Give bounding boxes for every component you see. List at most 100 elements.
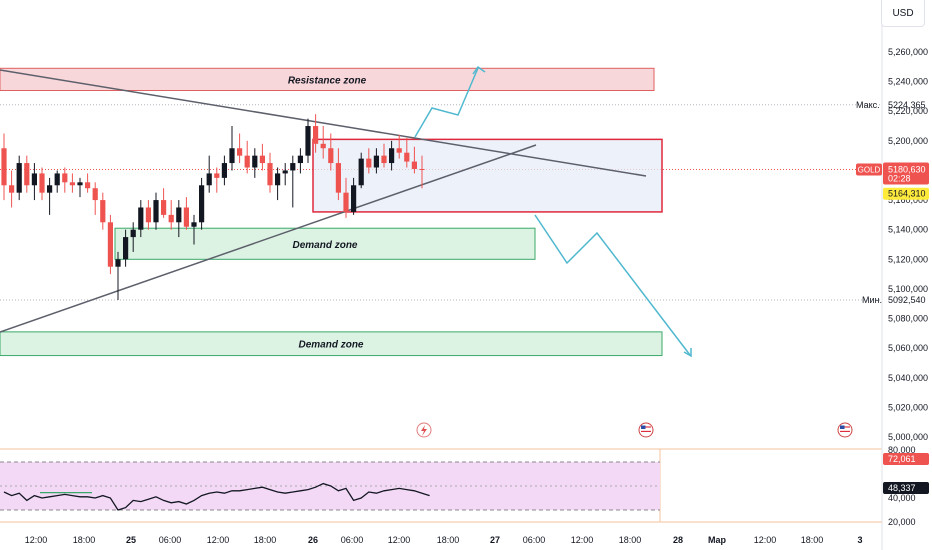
price-markers: Макс. 5224,365 Мин. 5092,540 GOLD 5180,63002:…	[856, 100, 929, 495]
candle-body	[24, 163, 30, 186]
price-tick-label: 5,200,000	[888, 136, 928, 146]
currency-button[interactable]: USD	[881, 0, 925, 27]
candle-body	[396, 148, 402, 153]
candle-body	[214, 173, 220, 178]
candle-body	[259, 155, 265, 164]
demand-zone	[114, 227, 536, 260]
candle-body	[335, 163, 341, 193]
candle-body	[77, 182, 83, 186]
level-value: 5164,310	[888, 189, 926, 199]
time-tick-label: 12:00	[25, 535, 48, 545]
candle-body	[115, 259, 121, 267]
candle-body	[191, 222, 197, 227]
price-tick-label: 5,020,000	[888, 402, 928, 412]
candle-body	[130, 229, 136, 238]
last-price-value: 5180,630	[888, 165, 926, 175]
candle-body	[39, 173, 45, 193]
candles	[1, 114, 425, 301]
rsi-upper-badge	[883, 453, 929, 465]
time-tick-label: 25	[126, 535, 136, 545]
candle-body	[47, 185, 53, 193]
us-flag-event-icon	[837, 422, 853, 438]
candle-body	[366, 158, 372, 168]
time-tick-label: 06:00	[341, 535, 364, 545]
candle-body	[176, 207, 182, 223]
us-flag-event-icon	[638, 422, 654, 438]
candle-body	[404, 152, 410, 162]
candle-body	[221, 163, 227, 178]
time-tick-label: 06:00	[523, 535, 546, 545]
rsi-upper-value: 72,061	[888, 454, 916, 464]
candle-body	[320, 143, 326, 149]
zone-label: Demand zone	[298, 340, 363, 351]
candle-body	[328, 148, 334, 164]
level-badge	[883, 187, 929, 200]
price-tick-label: 5,080,000	[888, 314, 928, 324]
time-tick-label: 18:00	[619, 535, 642, 545]
zone-label: Resistance zone	[288, 75, 367, 86]
candle-body	[199, 185, 205, 223]
candle-body	[381, 155, 387, 164]
rsi-value: 48,337	[888, 483, 916, 493]
candle-body	[100, 200, 106, 223]
last-price-badge	[883, 162, 929, 185]
candle-body	[244, 155, 250, 168]
projection-arrows	[414, 65, 692, 358]
trend-lines	[0, 69, 647, 333]
price-tick-label: 5,040,000	[888, 373, 928, 383]
candle-body	[16, 163, 22, 193]
price-tick-label: 5,060,000	[888, 343, 928, 353]
price-tick-label: 5,240,000	[888, 77, 928, 87]
candle-body	[31, 173, 37, 186]
price-tick-label: 5,220,000	[888, 106, 928, 116]
candle-body	[153, 200, 159, 223]
candle-body	[358, 158, 364, 186]
event-markers	[416, 422, 853, 438]
zone-label: Demand zone	[292, 240, 357, 251]
time-tick-label: 12:00	[207, 535, 230, 545]
time-axis[interactable]: 12:00 18:00 25 06:00 12:00 18:00 26 06:00 12:00 1…	[25, 535, 863, 545]
rsi-tick-label: 80,000	[888, 445, 916, 455]
candle-body	[252, 155, 258, 168]
candle-body	[92, 188, 98, 201]
time-tick-label: 12:00	[571, 535, 594, 545]
max-value: 5224,365	[888, 100, 926, 110]
price-tick-label: 5,140,000	[888, 225, 928, 235]
bearish-arrowhead	[683, 348, 692, 358]
zones: Resistance zone Demand zone Demand zone	[0, 67, 663, 357]
time-tick-label: 26	[308, 535, 318, 545]
time-tick-label: 3	[857, 535, 862, 545]
demand-zone	[0, 331, 663, 357]
rsi-line	[3, 482, 430, 511]
candle-body	[107, 222, 113, 267]
candle-body	[62, 173, 68, 183]
min-value: 5092,540	[888, 295, 926, 305]
candle-body	[275, 173, 281, 186]
price-tick-label: 5,100,000	[888, 284, 928, 294]
flag-canton	[840, 425, 845, 429]
rsi-tick-label: 20,000	[888, 517, 916, 527]
candle-body	[411, 161, 417, 169]
bullish-arrowhead	[472, 65, 486, 75]
candle-body	[351, 185, 357, 212]
resistance-zone	[0, 67, 655, 91]
time-tick-label: 12:00	[754, 535, 777, 545]
candle-body	[419, 168, 425, 170]
candle-body	[313, 126, 319, 144]
candle-body	[1, 148, 7, 186]
bullish-projection	[414, 67, 479, 138]
lightning-bolt-icon	[421, 425, 427, 436]
candle-body	[297, 155, 303, 164]
price-tick-label: 5,260,000	[888, 47, 928, 57]
candle-body	[389, 148, 395, 164]
bar-countdown: 02:28	[888, 174, 911, 184]
candle-body	[69, 182, 75, 186]
time-tick-label: 06:00	[159, 535, 182, 545]
ascending-trendline	[0, 144, 537, 333]
price-tick-label: 5,120,000	[888, 254, 928, 264]
candle-body	[290, 163, 296, 171]
candle-body	[168, 214, 174, 223]
candle-body	[183, 207, 189, 227]
candle-body	[282, 170, 288, 174]
